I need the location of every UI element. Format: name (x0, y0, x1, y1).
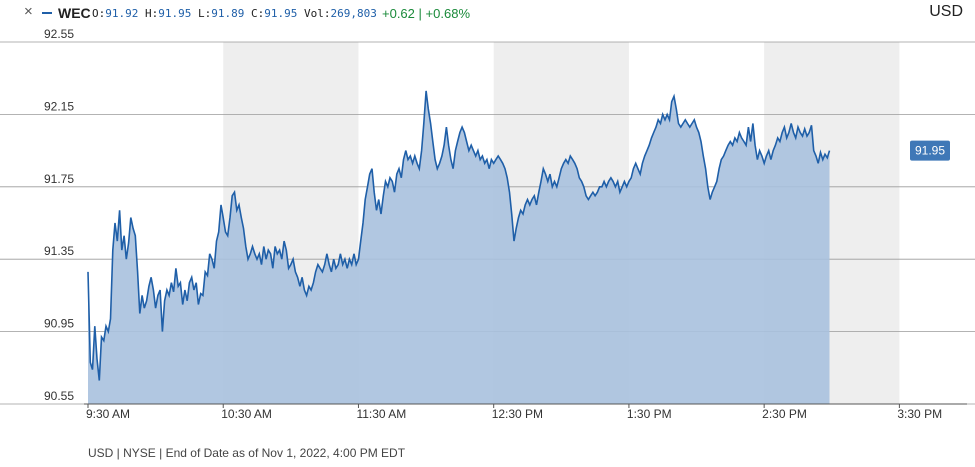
x-tick-label-1: 10:30 AM (221, 407, 272, 421)
ohlc-readout: O:91.92 H:91.95 L:91.89 C:91.95 Vol:269,… (92, 7, 377, 20)
last-price-tag-bg (910, 140, 950, 161)
last-price-tag: 91.95 (910, 140, 950, 161)
price-line (87, 90, 831, 381)
open-label: O: (92, 7, 106, 20)
close-label: C: (251, 7, 265, 20)
volume-value: 269,803 (330, 7, 377, 20)
high-value: 91.95 (158, 7, 192, 20)
low-label: L: (198, 7, 212, 20)
chart-header: × WEC O:91.92 H:91.95 L:91.89 C:91.95 Vo… (0, 0, 975, 28)
change-value: +0.62 (382, 6, 415, 21)
close-value: 91.95 (264, 7, 298, 20)
change-separator: | (418, 6, 422, 21)
series-color-swatch (42, 12, 52, 14)
y-tick-label-0: 92.55 (44, 27, 74, 41)
change-readout: +0.62 | +0.68% (382, 6, 470, 21)
low-value: 91.89 (211, 7, 245, 20)
last-price-label: 91.95 (915, 144, 945, 158)
x-tick-label-6: 3:30 PM (897, 407, 942, 421)
volume-label: Vol: (304, 7, 331, 20)
y-axis-ticks: 92.55 92.15 91.75 91.35 90.95 90.55 (44, 27, 74, 403)
x-tick-label-2: 11:30 AM (356, 407, 406, 421)
y-tick-label-3: 91.35 (44, 244, 74, 258)
y-tick-label-1: 92.15 (44, 99, 74, 113)
x-tick-label-4: 1:30 PM (627, 407, 672, 421)
x-tick-label-3: 12:30 PM (492, 407, 543, 421)
open-value: 91.92 (105, 7, 139, 20)
y-tick-label-2: 91.75 (44, 172, 74, 186)
y-tick-label-5: 90.55 (44, 389, 74, 403)
high-label: H: (145, 7, 159, 20)
chart-footer: USD | NYSE | End of Date as of Nov 1, 20… (88, 446, 406, 460)
ticker-symbol: WEC (58, 5, 91, 21)
y-tick-label-4: 90.95 (44, 317, 74, 331)
x-tick-label-5: 2:30 PM (762, 407, 807, 421)
x-tick-label-0: 9:30 AM (86, 407, 130, 421)
x-axis-ticks: 9:30 AM 10:30 AM 11:30 AM 12:30 PM 1:30 PM 2:… (86, 404, 942, 421)
price-chart[interactable]: 92.55 92.15 91.75 91.35 90.95 90.55 9:30 AM 10… (0, 0, 975, 440)
currency-label: USD (929, 3, 963, 20)
close-icon[interactable]: × (24, 3, 33, 20)
change-percent: +0.68% (425, 6, 470, 21)
price-area (88, 90, 830, 405)
